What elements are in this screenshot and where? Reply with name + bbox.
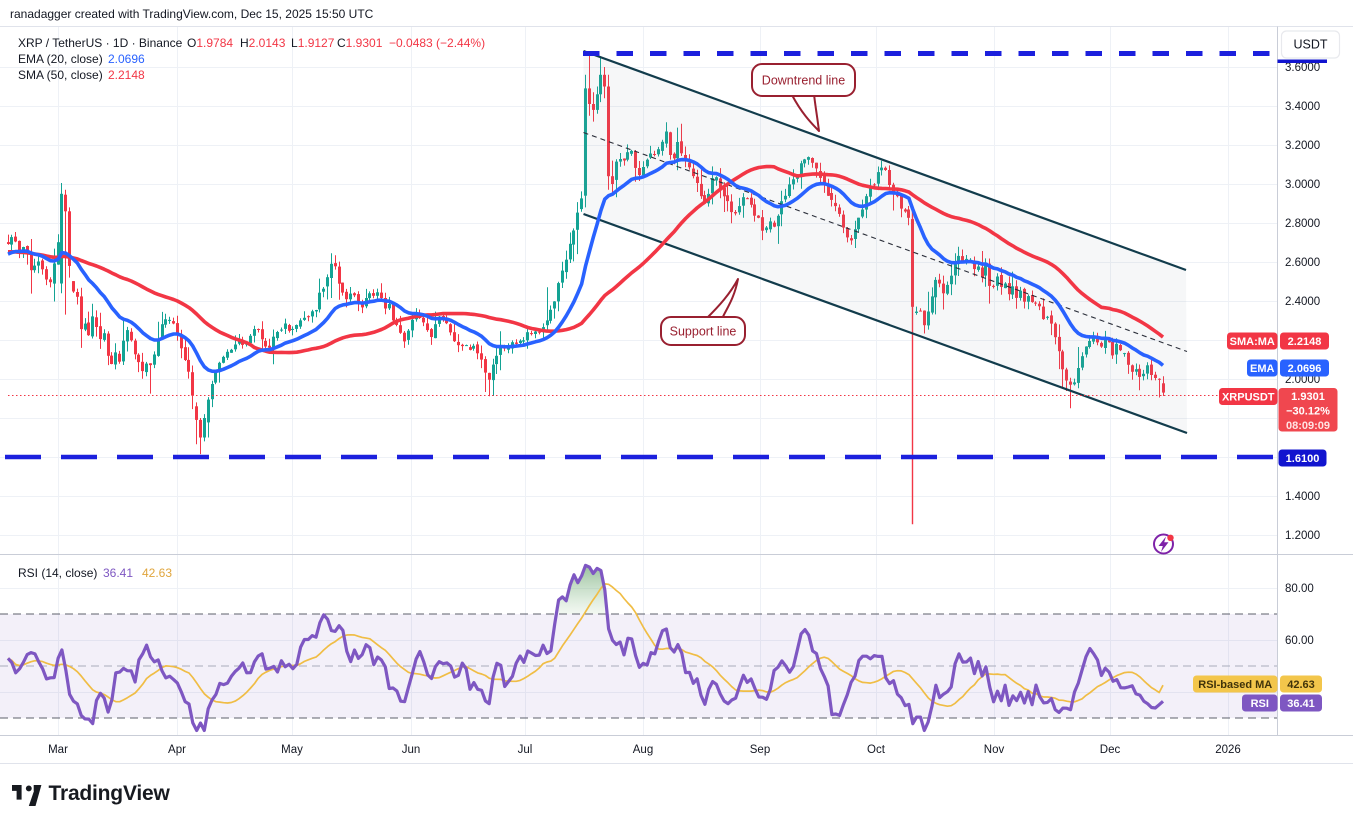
svg-text:SMA:MA: SMA:MA — [1230, 336, 1275, 348]
svg-text:EMA: EMA — [1250, 363, 1275, 375]
svg-text:08:09:09: 08:09:09 — [1286, 420, 1330, 432]
svg-text:ranadagger created with Tradin: ranadagger created with TradingView.com,… — [10, 7, 374, 21]
svg-text:1.2000: 1.2000 — [1285, 530, 1320, 542]
svg-text:Aug: Aug — [633, 744, 653, 756]
svg-text:USDT: USDT — [1293, 38, 1327, 52]
svg-text:RSI-based MA: RSI-based MA — [1198, 679, 1272, 691]
svg-text:2.4000: 2.4000 — [1285, 296, 1320, 308]
svg-text:TradingView: TradingView — [49, 782, 171, 805]
svg-text:Sep: Sep — [750, 744, 770, 756]
svg-text:−30.12%: −30.12% — [1286, 406, 1330, 418]
svg-text:Support line: Support line — [670, 325, 737, 339]
svg-text:Oct: Oct — [867, 744, 886, 756]
svg-text:1.4000: 1.4000 — [1285, 491, 1320, 503]
svg-text:2.8000: 2.8000 — [1285, 218, 1320, 230]
svg-text:60.00: 60.00 — [1285, 635, 1314, 647]
svg-text:SMA (50, close)2.2148: SMA (50, close)2.2148 — [18, 68, 145, 82]
svg-text:XRPUSDT: XRPUSDT — [1222, 392, 1275, 404]
svg-text:3.6000: 3.6000 — [1285, 62, 1320, 74]
svg-text:2.2148: 2.2148 — [1288, 336, 1322, 348]
svg-text:EMA (20, close)2.0696: EMA (20, close)2.0696 — [18, 52, 145, 66]
svg-text:1.6100: 1.6100 — [1286, 453, 1320, 465]
svg-text:42.63: 42.63 — [1287, 679, 1315, 691]
svg-text:2.0696: 2.0696 — [1288, 363, 1322, 375]
svg-text:Mar: Mar — [48, 744, 68, 756]
svg-text:2026: 2026 — [1215, 744, 1241, 756]
svg-text:May: May — [281, 744, 303, 756]
svg-text:RSI: RSI — [1251, 698, 1269, 710]
svg-text:Downtrend line: Downtrend line — [762, 74, 845, 88]
svg-text:Dec: Dec — [1100, 744, 1121, 756]
svg-text:Jul: Jul — [518, 744, 533, 756]
svg-text:Jun: Jun — [402, 744, 421, 756]
svg-text:3.0000: 3.0000 — [1285, 179, 1320, 191]
svg-text:Apr: Apr — [168, 744, 186, 756]
svg-text:2.6000: 2.6000 — [1285, 257, 1320, 269]
svg-text:3.4000: 3.4000 — [1285, 101, 1320, 113]
svg-text:36.41: 36.41 — [1287, 698, 1315, 710]
svg-text:3.2000: 3.2000 — [1285, 140, 1320, 152]
svg-text:1.9301: 1.9301 — [1291, 391, 1325, 403]
svg-text:80.00: 80.00 — [1285, 583, 1314, 595]
svg-text:Nov: Nov — [984, 744, 1005, 756]
